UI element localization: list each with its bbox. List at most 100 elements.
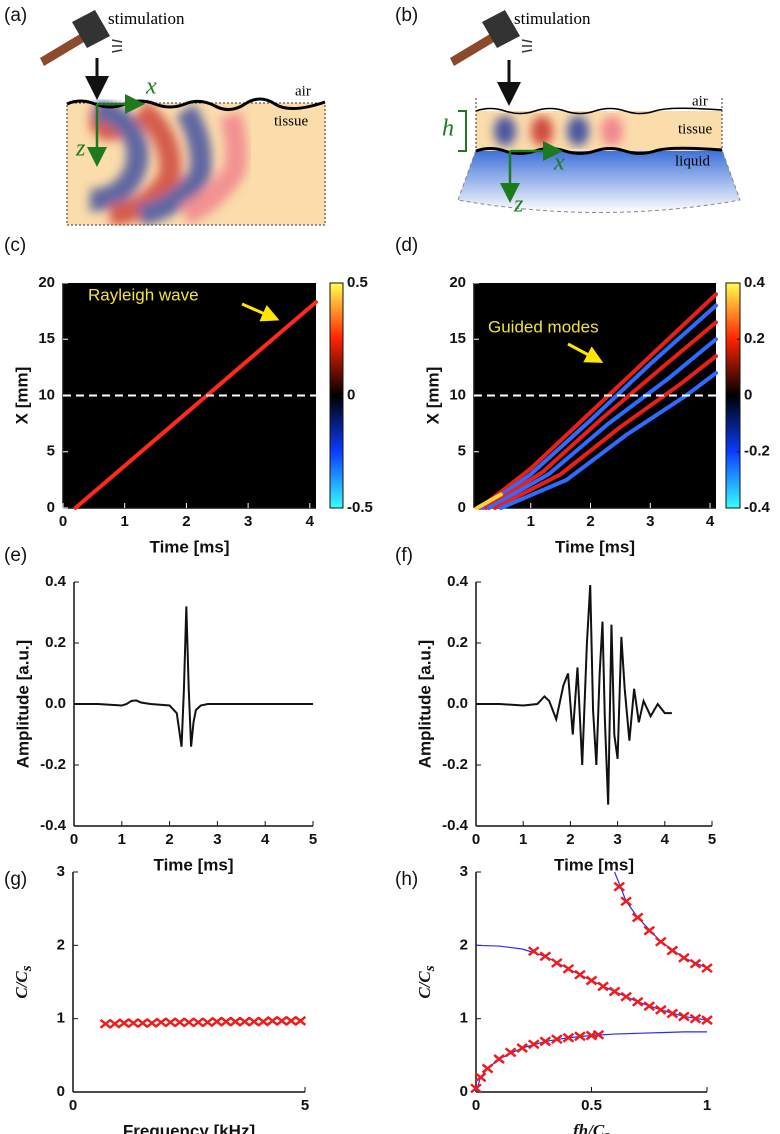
x-tick-label: 0 bbox=[472, 1097, 480, 1114]
x-tick-label: 2 bbox=[165, 831, 173, 848]
y-tick-label: -0.4 bbox=[442, 817, 469, 834]
data-marker bbox=[585, 975, 598, 986]
panel-label: (c) bbox=[4, 235, 26, 256]
axis-label: C/Cs bbox=[12, 965, 36, 998]
tissue-label: tissue bbox=[678, 121, 713, 137]
data-marker bbox=[562, 1032, 575, 1043]
data-marker bbox=[118, 1018, 130, 1029]
data-marker bbox=[294, 1015, 307, 1026]
x-tick-label: 4 bbox=[706, 513, 715, 530]
data-marker bbox=[470, 1083, 482, 1094]
data-marker bbox=[562, 963, 575, 974]
axis-label: X [mm] bbox=[12, 367, 31, 425]
data-marker bbox=[220, 1016, 232, 1027]
wave-field bbox=[494, 116, 623, 146]
x-tick-label: 1 bbox=[527, 513, 535, 530]
y-tick-label: 0 bbox=[47, 499, 55, 516]
x-tick-label: 0 bbox=[59, 513, 67, 530]
wave-ridge bbox=[480, 303, 718, 510]
panel-label: (e) bbox=[4, 545, 27, 566]
data-marker bbox=[266, 1015, 279, 1026]
data-marker bbox=[474, 1072, 487, 1083]
wave-field bbox=[89, 99, 248, 226]
y-tick-label: 0.4 bbox=[45, 573, 67, 590]
y-tick-label: 0.4 bbox=[447, 573, 469, 590]
data-marker bbox=[666, 945, 679, 956]
y-tick-label: 0 bbox=[57, 1083, 65, 1100]
label-sub: s bbox=[422, 965, 438, 972]
x-tick-label: 2 bbox=[586, 513, 594, 530]
y-tick-label: -0.2 bbox=[40, 756, 66, 773]
data-marker bbox=[164, 1017, 177, 1028]
axis-label: Time [ms] bbox=[154, 855, 234, 874]
data-marker bbox=[701, 963, 713, 974]
y-tick-label: 0.2 bbox=[447, 634, 468, 651]
wave-ridge bbox=[73, 300, 318, 510]
data-marker bbox=[631, 996, 644, 1007]
wave-ridge bbox=[486, 337, 718, 510]
data-marker bbox=[99, 1018, 112, 1029]
y-tick-label: 15 bbox=[38, 330, 55, 347]
bottom-surface bbox=[475, 146, 723, 155]
data-marker bbox=[257, 1016, 270, 1027]
h-label: h bbox=[442, 116, 454, 142]
axis-label: Amplitude [a.u.] bbox=[415, 640, 434, 768]
tissue-label: tissue bbox=[274, 113, 309, 129]
x-label: x bbox=[145, 74, 157, 100]
data-marker bbox=[620, 896, 632, 907]
stimulation-label: stimulation bbox=[514, 9, 591, 28]
panel-label: (d) bbox=[395, 235, 418, 256]
z-label: z bbox=[513, 192, 524, 218]
diagram-a: (a) stimulation air tissue x z bbox=[4, 5, 326, 226]
stimulation-label: stimulation bbox=[108, 9, 185, 28]
panel-label: (h) bbox=[395, 869, 418, 890]
y-tick-label: 1 bbox=[57, 1010, 65, 1027]
data-line bbox=[476, 584, 672, 805]
panel-label: (f) bbox=[395, 545, 413, 566]
axis-label: fh/Cs bbox=[573, 1121, 610, 1134]
data-line bbox=[74, 606, 313, 747]
data-marker bbox=[527, 946, 540, 957]
x-tick-label: 3 bbox=[646, 513, 654, 530]
tissue-layer bbox=[476, 111, 722, 151]
x-tick-label: 0 bbox=[69, 1097, 77, 1114]
y-tick-label: 0.2 bbox=[45, 634, 66, 651]
wave-ridge bbox=[483, 320, 718, 510]
data-marker bbox=[655, 1004, 667, 1015]
axis-label: Time [ms] bbox=[554, 855, 634, 874]
colorbar-tick-label: 0.5 bbox=[347, 274, 368, 291]
data-marker bbox=[504, 1047, 517, 1058]
data-line bbox=[475, 1031, 707, 1093]
x-tick-label: 0 bbox=[70, 831, 78, 848]
x-tick-label: 5 bbox=[301, 1097, 309, 1114]
data-line bbox=[475, 944, 708, 1021]
x-tick-label: 0 bbox=[472, 831, 480, 848]
thickness-brace bbox=[458, 110, 467, 152]
y-tick-label: 5 bbox=[458, 443, 466, 460]
x-tick-label: 3 bbox=[244, 513, 252, 530]
top-surface bbox=[475, 107, 723, 115]
x-tick-label: 4 bbox=[661, 831, 670, 848]
wave-ridge bbox=[474, 492, 503, 510]
x-tick-label: 0.5 bbox=[581, 1097, 602, 1114]
data-marker bbox=[678, 952, 690, 963]
x-tick-label: 5 bbox=[708, 831, 716, 848]
y-tick-label: 2 bbox=[57, 936, 65, 953]
hammer-head bbox=[72, 10, 110, 48]
y-tick-label: 20 bbox=[38, 274, 55, 291]
data-marker bbox=[678, 1011, 690, 1022]
data-marker bbox=[516, 1043, 528, 1053]
data-marker bbox=[689, 958, 702, 969]
x-tick-label: 2 bbox=[182, 513, 190, 530]
x-tick-label: 1 bbox=[121, 513, 129, 530]
data-marker bbox=[155, 1017, 167, 1028]
data-marker bbox=[539, 1036, 552, 1047]
data-marker bbox=[539, 951, 552, 962]
x-tick-label: 5 bbox=[309, 831, 317, 848]
data-marker bbox=[248, 1016, 260, 1027]
wave-ridge bbox=[492, 354, 718, 510]
data-marker bbox=[643, 1001, 656, 1012]
label-main: C/C bbox=[415, 971, 434, 999]
data-marker bbox=[493, 1054, 505, 1064]
axis-label: Amplitude [a.u.] bbox=[13, 640, 32, 768]
